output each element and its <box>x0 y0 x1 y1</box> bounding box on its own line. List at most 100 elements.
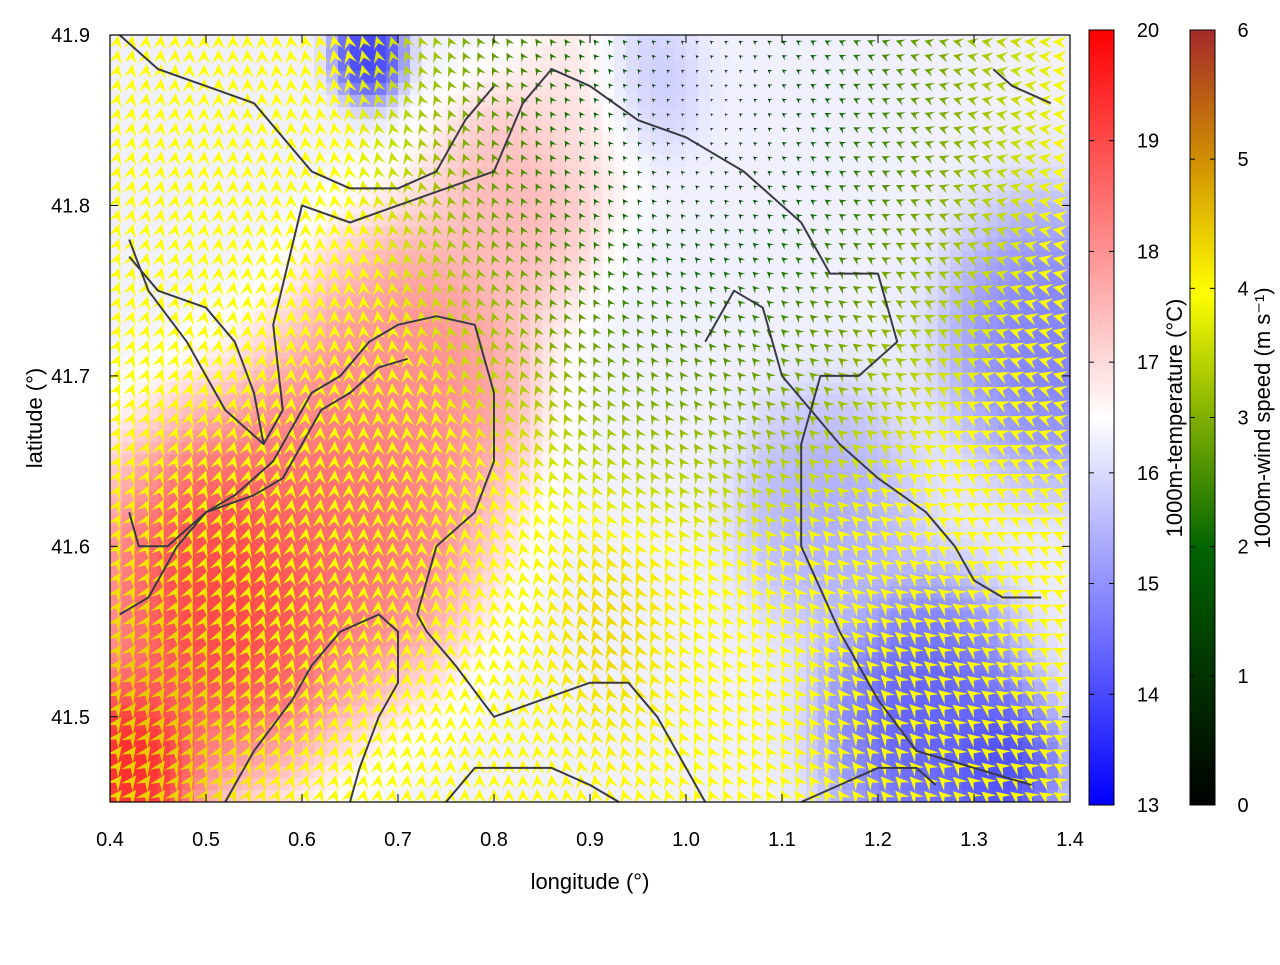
temperature-cell <box>866 418 879 432</box>
temperature-cell <box>134 694 147 707</box>
temperature-cell <box>614 130 627 144</box>
temperature-cell <box>422 58 435 72</box>
temperature-cell <box>698 58 711 72</box>
temperature-cell <box>746 46 759 60</box>
temperature-cell <box>770 70 783 84</box>
temperature-cell <box>638 226 651 240</box>
temperature-cell <box>278 538 291 551</box>
temperature-cell <box>590 322 603 336</box>
temperature-cell <box>638 58 651 72</box>
temperature-cell <box>746 70 759 84</box>
temperature-cell <box>662 202 675 216</box>
temperature-cell <box>758 46 771 60</box>
temperature-cell <box>842 226 855 240</box>
temperature-cell <box>722 106 735 120</box>
temperature-cell <box>770 106 783 120</box>
temperature-cell <box>626 46 639 60</box>
temperature-cell <box>842 178 855 192</box>
temperature-cell <box>626 334 639 348</box>
temperature-cell <box>566 298 579 312</box>
temperature-cell <box>902 202 915 216</box>
temperature-cell <box>746 130 759 144</box>
temperature-cell <box>758 202 771 216</box>
temperature-cell <box>794 154 807 168</box>
temperature-cell <box>794 250 807 264</box>
temperature-cell <box>710 274 723 288</box>
temperature-cell <box>698 130 711 144</box>
temperature-cell <box>566 142 579 156</box>
temperature-cell <box>602 82 615 96</box>
temperature-cell <box>794 118 807 132</box>
temperature-cell <box>650 274 663 288</box>
temperature-cell <box>494 226 507 240</box>
temperature-cell <box>158 790 171 802</box>
temperature-cell <box>206 466 219 480</box>
temperature-cell <box>722 166 735 180</box>
temperature-cell <box>602 70 615 84</box>
temperature-cell <box>638 298 651 312</box>
temperature-cell <box>590 58 603 72</box>
temperature-cell <box>746 202 759 216</box>
temperature-cell <box>542 142 555 156</box>
temperature-cell <box>278 550 291 563</box>
temperature-cell <box>974 70 987 84</box>
temperature-cell <box>638 346 651 360</box>
temperature-cell <box>746 346 759 360</box>
temperature-cell <box>614 142 627 156</box>
temperature-cell <box>722 118 735 132</box>
temperature-cell <box>554 94 567 108</box>
temperature-cell <box>266 586 279 599</box>
temperature-cell <box>842 418 855 432</box>
temperature-cell <box>494 58 507 72</box>
temperature-cell <box>770 454 783 468</box>
temperature-cell <box>242 130 255 144</box>
temperature-cell <box>662 154 675 168</box>
temperature-cell <box>626 238 639 252</box>
temperature-cell <box>638 130 651 144</box>
temperature-cell <box>842 166 855 180</box>
temperature-cell <box>698 406 711 420</box>
temperature-cell <box>590 166 603 180</box>
temperature-cell <box>290 274 303 288</box>
temperature-cell <box>134 490 147 503</box>
temperature-cell <box>266 766 279 779</box>
temperature-cell <box>830 250 843 264</box>
temperature-cell <box>554 130 567 144</box>
temperature-cell <box>518 142 531 156</box>
temperature-cell <box>134 442 147 456</box>
temperature-cell <box>758 142 771 156</box>
temperature-cell <box>734 202 747 216</box>
temperature-cell <box>602 35 615 48</box>
temperature-cell <box>770 46 783 60</box>
temperature-cell <box>818 130 831 144</box>
temperature-cell <box>818 322 831 336</box>
temperature-cell <box>722 346 735 360</box>
temperature-cell <box>614 178 627 192</box>
temperature-cell <box>206 202 219 216</box>
temperature-cell <box>206 274 219 288</box>
temperature-cell <box>590 346 603 360</box>
temperature-cell <box>758 58 771 72</box>
temperature-cell <box>290 58 303 72</box>
temperature-cell <box>830 202 843 216</box>
temperature-cell <box>566 202 579 216</box>
temperature-cell <box>278 754 291 767</box>
temperature-cell <box>170 346 183 360</box>
temperature-cell <box>782 202 795 216</box>
temperature-cell <box>554 106 567 120</box>
temperature-cell <box>470 274 483 288</box>
temperature-cell <box>782 106 795 120</box>
temperature-cell <box>722 214 735 228</box>
temperature-cell <box>842 142 855 156</box>
temperature-cell <box>242 694 255 707</box>
temperature-cell <box>866 70 879 84</box>
temperature-cell <box>470 46 483 60</box>
temperature-cell <box>278 742 291 755</box>
temperature-cell <box>698 262 711 276</box>
temperature-cell <box>674 274 687 288</box>
temperature-cell <box>602 106 615 120</box>
temperature-cell <box>710 178 723 192</box>
temperature-cell <box>302 490 315 503</box>
temperature-cell <box>878 250 891 264</box>
temperature-cell <box>326 142 339 156</box>
